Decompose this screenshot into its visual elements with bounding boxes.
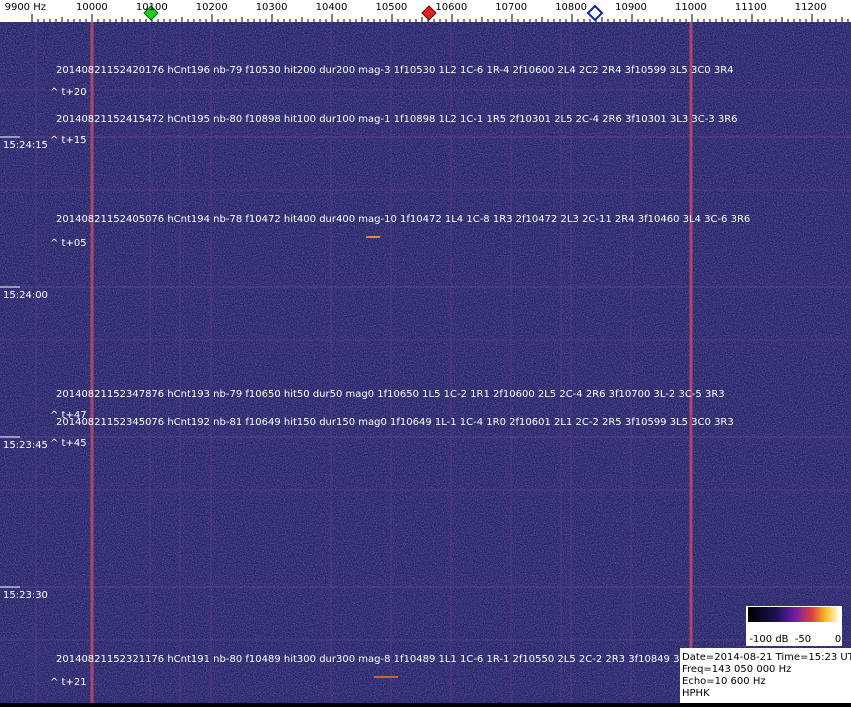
frequency-label: 10200 [196,2,228,13]
detection-offset: ^ t+45 [50,438,87,449]
detection-text: 20140821152405076 hCnt194 nb-78 f10472 h… [56,214,750,225]
detection-offset: ^ t+15 [50,135,87,146]
detection-offset: ^ t+47 [50,410,87,421]
frequency-label: 10300 [256,2,288,13]
labels: 9900 Hz 10000 10100 10200 10300 10400 10500 106… [0,2,827,688]
detection-text: 20140821152321176 hCnt191 nb-80 f10489 h… [56,654,708,665]
info-line: Date=2014-08-21 Time=15:23 UTC [682,652,851,663]
noise [0,22,851,703]
time-label: 15:24:00 [3,290,48,301]
frequency-label: 10100 [136,2,168,13]
detection-offset: ^ t+20 [50,87,87,98]
faint-lines [0,22,851,703]
frequency-label: 10800 [555,2,587,13]
frequency-label: 10500 [375,2,407,13]
frequency-label: 10400 [316,2,348,13]
color-scale-label: -100 dB [749,634,788,645]
color-bar [748,607,840,622]
detection-offset: ^ t+21 [50,677,87,688]
color-scale-label: 0 [835,634,841,645]
frequency-label: 9900 Hz [5,2,46,13]
frequency-label: 11000 [675,2,707,13]
frequency-label: 10900 [615,2,647,13]
marker [586,4,604,22]
detection-text: 20140821152420176 hCnt196 nb-79 f10530 h… [56,65,734,76]
marker [421,5,437,21]
info-box [680,648,851,703]
info-line: Echo=10 600 Hz [682,676,766,687]
frequency-label: 10700 [495,2,527,13]
info-line: HPHK [682,688,710,699]
detection-text: 20140821152347876 hCnt193 nb-79 f10650 h… [56,389,725,400]
color-scale-label: -50 [795,634,811,645]
detection-text: 20140821152345076 hCnt192 nb-81 f10649 h… [56,417,734,428]
marker [143,5,159,21]
detection-text: 20140821152415472 hCnt195 nb-80 f10898 h… [56,114,738,125]
frequency-label: 11200 [795,2,827,13]
info-line: Freq=143 050 000 Hz [682,664,791,675]
axis-ticks [31,14,849,22]
frequency-label: 11100 [735,2,767,13]
time-label: 15:23:30 [3,590,48,601]
time-label: 15:24:15 [3,140,48,151]
frequency-label: 10600 [435,2,467,13]
detection-offset: ^ t+05 [50,238,87,249]
time-label: 15:23:45 [3,440,48,451]
frequency-label: 10000 [76,2,108,13]
